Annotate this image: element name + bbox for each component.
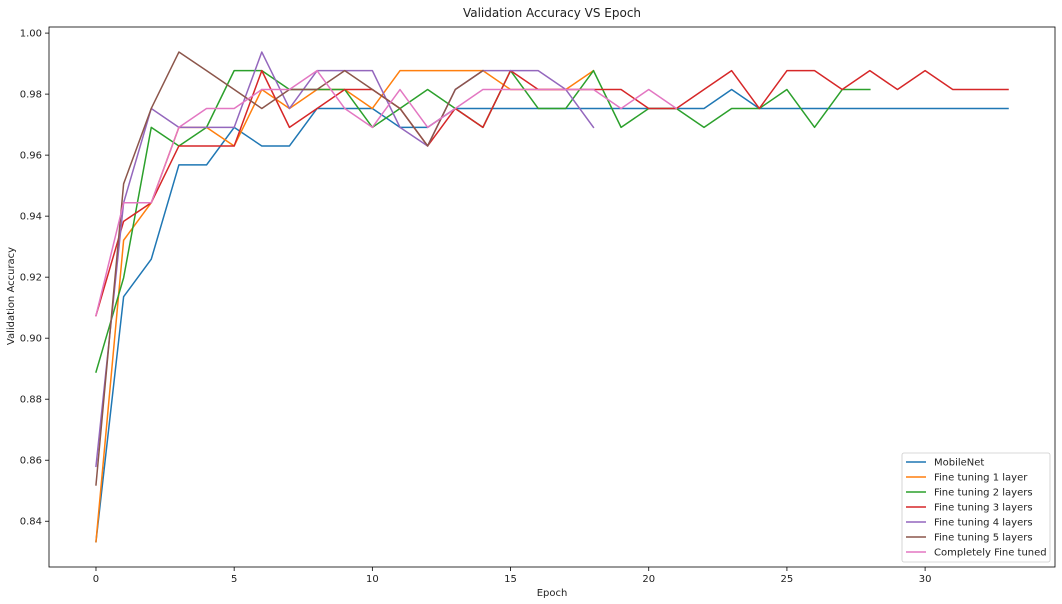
legend-label: Completely Fine tuned	[934, 548, 1047, 559]
legend-label: Fine tuning 3 layers	[934, 503, 1033, 514]
x-tick-label: 20	[642, 574, 655, 585]
y-axis-title: Validation Accuracy	[6, 247, 17, 345]
legend: MobileNet Fine tuning 1 layer Fine tuning …	[901, 452, 1051, 563]
x-tick-label: 25	[781, 574, 794, 585]
plot-area	[48, 26, 1056, 568]
x-tick-label: 10	[366, 574, 379, 585]
y-tick-label: 0.92	[20, 273, 42, 284]
x-tick-label: 0	[93, 574, 99, 585]
legend-label: Fine tuning 4 layers	[934, 518, 1033, 529]
y-tick-label: 0.84	[20, 517, 42, 528]
legend-label: Fine tuning 1 layer	[934, 473, 1028, 484]
y-tick-label: 0.88	[20, 395, 42, 406]
series-layer	[95, 51, 1009, 543]
y-tick-label: 0.98	[20, 90, 42, 101]
x-tick-label: 15	[504, 574, 517, 585]
x-tick-label: 30	[919, 574, 932, 585]
y-tick-label: 0.90	[20, 334, 42, 345]
x-axis: 0 5 10 15 20 25 30	[93, 567, 932, 585]
legend-label: Fine tuning 2 layers	[934, 488, 1033, 499]
x-axis-title: Epoch	[537, 588, 568, 599]
series-line-7	[95, 69, 678, 317]
plot-frame	[48, 26, 1056, 568]
chart-title: Validation Accuracy VS Epoch	[463, 6, 641, 20]
legend-box	[901, 452, 1051, 563]
y-tick-label: 1.00	[20, 29, 42, 40]
y-tick-label: 0.86	[20, 456, 42, 467]
legend-label: Fine tuning 5 layers	[934, 533, 1033, 544]
y-tick-label: 0.94	[20, 212, 42, 223]
x-tick-label: 5	[231, 574, 237, 585]
legend-label: MobileNet	[934, 458, 984, 469]
y-axis: 0.84 0.86 0.88 0.90 0.92 0.94 0.96 0.98 1.00	[20, 29, 49, 528]
y-tick-label: 0.96	[20, 151, 42, 162]
